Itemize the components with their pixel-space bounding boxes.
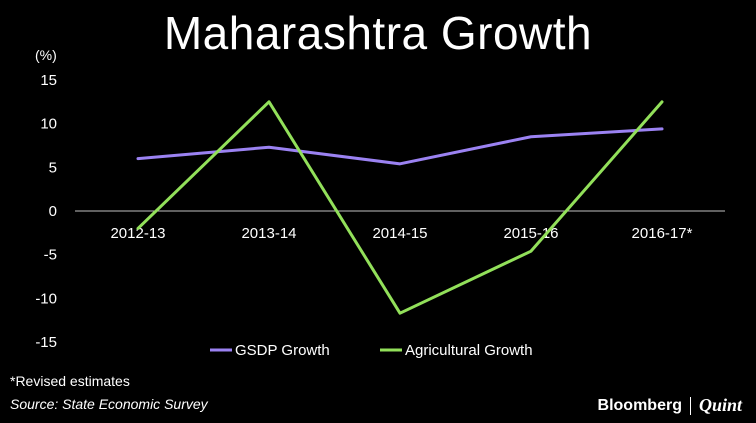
y-tick-label: 15: [40, 72, 57, 89]
x-axis-categories: 2012-13 2013-14 2014-15 2015-16 2016-17*: [110, 225, 692, 242]
data-point: [267, 146, 271, 149]
y-tick-label: -5: [44, 247, 57, 264]
brand-logo: Bloomberg Quint: [598, 395, 742, 416]
y-tick-label: 5: [49, 159, 57, 176]
legend: GSDP Growth Agricultural Growth: [210, 342, 533, 359]
data-point: [529, 249, 533, 253]
brand-bloomberg: Bloomberg: [597, 396, 682, 414]
data-point: [398, 162, 402, 166]
legend-label: GSDP Growth: [235, 342, 330, 359]
data-point: [529, 135, 533, 138]
series-lines: [136, 100, 664, 315]
x-category-label: 2013-14: [241, 225, 296, 242]
source-note: Source: State Economic Survey: [10, 396, 208, 412]
y-tick-label: -10: [35, 290, 57, 307]
data-point: [660, 127, 664, 131]
x-category-label: 2016-17*: [632, 225, 693, 242]
series-line-1: [136, 127, 664, 166]
brand-quint: Quint: [698, 395, 742, 415]
footnote: *Revised estimates: [10, 373, 130, 389]
brand-divider: [689, 396, 691, 415]
data-point: [660, 100, 664, 104]
y-tick-label: 10: [40, 116, 57, 133]
data-point: [267, 100, 271, 104]
legend-label: Agricultural Growth: [405, 342, 533, 359]
y-axis-unit: (%): [35, 47, 57, 63]
data-point: [136, 227, 140, 230]
y-axis-ticks: 15 10 5 0 -5 -10 -15: [35, 72, 57, 351]
chart-title: Maharashtra Growth: [163, 7, 593, 59]
data-point: [136, 157, 140, 160]
y-tick-label: 0: [49, 203, 57, 220]
x-category-label: 2014-15: [372, 225, 427, 242]
data-point: [398, 311, 402, 315]
x-category-label: 2012-13: [110, 225, 165, 242]
y-tick-label: -15: [35, 334, 57, 351]
